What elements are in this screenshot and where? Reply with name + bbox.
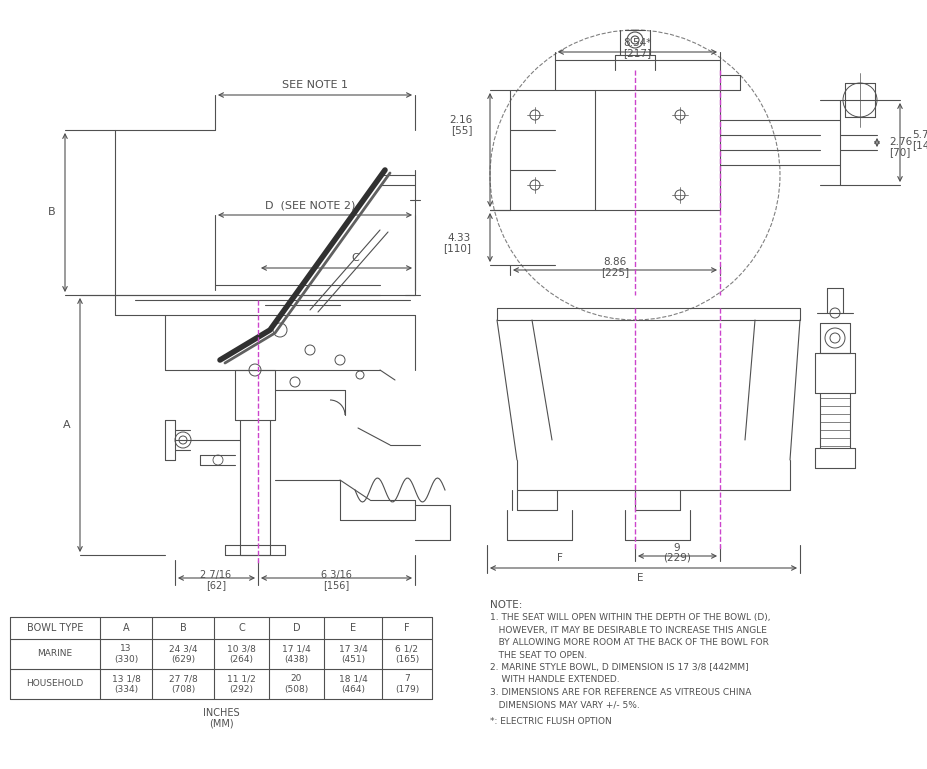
Text: 4.33: 4.33 xyxy=(448,233,471,243)
Text: C: C xyxy=(351,253,359,263)
Text: WITH HANDLE EXTENDED.: WITH HANDLE EXTENDED. xyxy=(490,675,619,684)
Text: [146]: [146] xyxy=(912,140,927,150)
Text: HOUSEHOLD: HOUSEHOLD xyxy=(26,680,83,688)
Text: 6 1/2
(165): 6 1/2 (165) xyxy=(395,644,419,664)
Text: [225]: [225] xyxy=(601,267,629,277)
Text: 27 7/8
(708): 27 7/8 (708) xyxy=(169,674,197,694)
Text: 2. MARINE STYLE BOWL, D DIMENSION IS 17 3/8 [442MM]: 2. MARINE STYLE BOWL, D DIMENSION IS 17 … xyxy=(490,663,749,672)
Text: BY ALLOWING MORE ROOM AT THE BACK OF THE BOWL FOR: BY ALLOWING MORE ROOM AT THE BACK OF THE… xyxy=(490,638,768,647)
Text: INCHES: INCHES xyxy=(203,708,239,718)
Text: (MM): (MM) xyxy=(209,718,234,728)
Text: 5.75*: 5.75* xyxy=(912,130,927,140)
Text: 13 1/8
(334): 13 1/8 (334) xyxy=(111,674,140,694)
Text: C: C xyxy=(238,623,245,633)
Text: D  (SEE NOTE 2): D (SEE NOTE 2) xyxy=(265,200,355,210)
Text: 18 1/4
(464): 18 1/4 (464) xyxy=(338,674,367,694)
Text: THE SEAT TO OPEN.: THE SEAT TO OPEN. xyxy=(490,651,587,660)
Text: [110]: [110] xyxy=(443,243,471,253)
Text: NOTE:: NOTE: xyxy=(490,600,523,610)
Text: 24 3/4
(629): 24 3/4 (629) xyxy=(169,644,197,664)
Text: 17 3/4
(451): 17 3/4 (451) xyxy=(338,644,367,664)
Text: B: B xyxy=(48,207,56,217)
Text: 20
(508): 20 (508) xyxy=(285,674,309,694)
Text: A: A xyxy=(63,420,70,430)
Text: 2.76: 2.76 xyxy=(889,137,912,147)
Text: 10 3/8
(264): 10 3/8 (264) xyxy=(227,644,256,664)
Text: BOWL TYPE: BOWL TYPE xyxy=(27,623,83,633)
Text: B: B xyxy=(180,623,186,633)
Text: F: F xyxy=(404,623,410,633)
Text: E: E xyxy=(637,573,643,583)
Text: F: F xyxy=(557,553,563,563)
Text: 17 1/4
(438): 17 1/4 (438) xyxy=(282,644,311,664)
Text: DIMENSIONS MAY VARY +/- 5%.: DIMENSIONS MAY VARY +/- 5%. xyxy=(490,701,640,710)
Text: [62]: [62] xyxy=(206,580,226,590)
Text: 11 1/2
(292): 11 1/2 (292) xyxy=(227,674,256,694)
Text: A: A xyxy=(122,623,129,633)
Text: D: D xyxy=(293,623,300,633)
Text: [156]: [156] xyxy=(323,580,349,590)
Text: 2.16: 2.16 xyxy=(450,115,473,125)
Text: E: E xyxy=(349,623,356,633)
Text: MARINE: MARINE xyxy=(37,650,72,658)
Text: 1. THE SEAT WILL OPEN WITHIN THE DEPTH OF THE BOWL (D),: 1. THE SEAT WILL OPEN WITHIN THE DEPTH O… xyxy=(490,613,770,622)
Text: *: ELECTRIC FLUSH OPTION: *: ELECTRIC FLUSH OPTION xyxy=(490,717,612,726)
Text: SEE NOTE 1: SEE NOTE 1 xyxy=(282,80,348,90)
Text: [217]: [217] xyxy=(623,48,651,58)
Text: 9: 9 xyxy=(674,543,680,553)
Text: 6 3/16: 6 3/16 xyxy=(321,570,351,580)
Text: HOWEVER, IT MAY BE DESIRABLE TO INCREASE THIS ANGLE: HOWEVER, IT MAY BE DESIRABLE TO INCREASE… xyxy=(490,625,767,634)
Text: 8.54*: 8.54* xyxy=(623,38,651,48)
Text: 3. DIMENSIONS ARE FOR REFERENCE AS VITREOUS CHINA: 3. DIMENSIONS ARE FOR REFERENCE AS VITRE… xyxy=(490,688,752,697)
Text: 13
(330): 13 (330) xyxy=(114,644,138,664)
Text: 8.86: 8.86 xyxy=(603,257,627,267)
Text: [70]: [70] xyxy=(889,147,910,157)
Text: (229): (229) xyxy=(663,552,691,562)
Text: 2 7/16: 2 7/16 xyxy=(200,570,232,580)
Text: [55]: [55] xyxy=(451,125,473,135)
Text: 7
(179): 7 (179) xyxy=(395,674,419,694)
